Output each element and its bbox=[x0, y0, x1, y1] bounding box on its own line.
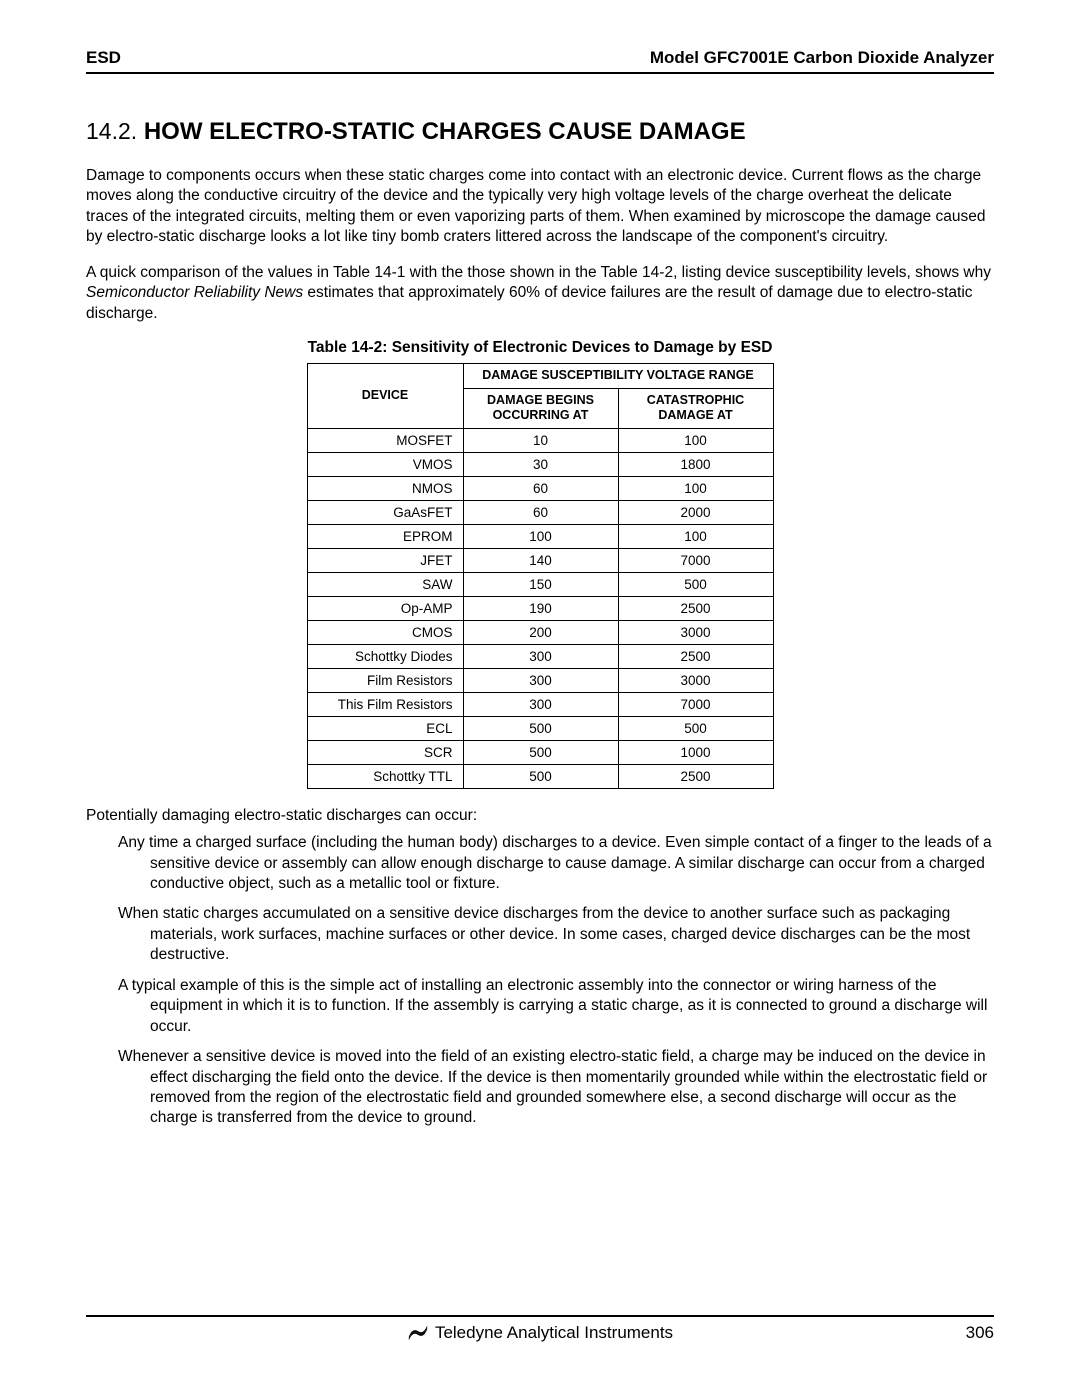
table-cell-catastrophic: 1000 bbox=[618, 741, 773, 765]
table-cell-catastrophic: 3000 bbox=[618, 621, 773, 645]
table-cell-catastrophic: 1800 bbox=[618, 453, 773, 477]
list-item-1: Any time a charged surface (including th… bbox=[86, 833, 994, 894]
footer-page-number: 306 bbox=[966, 1323, 994, 1343]
body-paragraph-1: Damage to components occurs when these s… bbox=[86, 166, 994, 248]
table-cell-device: CMOS bbox=[307, 621, 463, 645]
table-row: EPROM100100 bbox=[307, 525, 773, 549]
table-row: GaAsFET602000 bbox=[307, 501, 773, 525]
table-head: DEVICE DAMAGE SUSCEPTIBILITY VOLTAGE RAN… bbox=[307, 364, 773, 429]
table-cell-device: GaAsFET bbox=[307, 501, 463, 525]
table-cell-device: Schottky Diodes bbox=[307, 645, 463, 669]
table-row: VMOS301800 bbox=[307, 453, 773, 477]
table-cell-catastrophic: 7000 bbox=[618, 693, 773, 717]
table-cell-begins: 30 bbox=[463, 453, 618, 477]
table-cell-begins: 10 bbox=[463, 429, 618, 453]
table-cell-begins: 60 bbox=[463, 477, 618, 501]
table-row: JFET1407000 bbox=[307, 549, 773, 573]
table-cell-begins: 140 bbox=[463, 549, 618, 573]
table-cell-catastrophic: 500 bbox=[618, 573, 773, 597]
table-cell-begins: 300 bbox=[463, 669, 618, 693]
running-head: ESD Model GFC7001E Carbon Dioxide Analyz… bbox=[86, 48, 994, 74]
footer-company: Teledyne Analytical Instruments bbox=[435, 1323, 673, 1343]
table-body: MOSFET10100VMOS301800NMOS60100GaAsFET602… bbox=[307, 429, 773, 789]
table-row: SCR5001000 bbox=[307, 741, 773, 765]
table-header-range: DAMAGE SUSCEPTIBILITY VOLTAGE RANGE bbox=[463, 364, 773, 389]
table-row: CMOS2003000 bbox=[307, 621, 773, 645]
table-header-catastrophic: CATASTROPHIC DAMAGE AT bbox=[618, 388, 773, 428]
table-cell-begins: 150 bbox=[463, 573, 618, 597]
table-cell-device: Schottky TTL bbox=[307, 765, 463, 789]
table-cell-catastrophic: 2000 bbox=[618, 501, 773, 525]
teledyne-logo-icon bbox=[407, 1325, 429, 1341]
table-cell-device: NMOS bbox=[307, 477, 463, 501]
section-heading: 14.2. HOW ELECTRO-STATIC CHARGES CAUSE D… bbox=[86, 118, 994, 146]
list-item-2: When static charges accumulated on a sen… bbox=[86, 904, 994, 965]
table-cell-begins: 100 bbox=[463, 525, 618, 549]
table-cell-device: SAW bbox=[307, 573, 463, 597]
table-row: SAW150500 bbox=[307, 573, 773, 597]
table-cell-catastrophic: 500 bbox=[618, 717, 773, 741]
list-intro: Potentially damaging electro-static disc… bbox=[86, 807, 994, 825]
table-row: Schottky TTL5002500 bbox=[307, 765, 773, 789]
table-cell-begins: 60 bbox=[463, 501, 618, 525]
body-paragraph-2-pre: A quick comparison of the values in Tabl… bbox=[86, 264, 991, 281]
table-row: Film Resistors3003000 bbox=[307, 669, 773, 693]
body-paragraph-2: A quick comparison of the values in Tabl… bbox=[86, 263, 994, 324]
table-cell-catastrophic: 2500 bbox=[618, 597, 773, 621]
table-cell-device: This Film Resistors bbox=[307, 693, 463, 717]
table-cell-device: Op-AMP bbox=[307, 597, 463, 621]
table-cell-device: VMOS bbox=[307, 453, 463, 477]
list-item-3: A typical example of this is the simple … bbox=[86, 976, 994, 1037]
table-header-row-1: DEVICE DAMAGE SUSCEPTIBILITY VOLTAGE RAN… bbox=[307, 364, 773, 389]
footer-center: Teledyne Analytical Instruments bbox=[407, 1323, 673, 1343]
table-row: Op-AMP1902500 bbox=[307, 597, 773, 621]
table-cell-catastrophic: 7000 bbox=[618, 549, 773, 573]
table-row: ECL500500 bbox=[307, 717, 773, 741]
table-cell-catastrophic: 2500 bbox=[618, 645, 773, 669]
table-cell-begins: 500 bbox=[463, 765, 618, 789]
body-paragraph-2-em: Semiconductor Reliability News bbox=[86, 284, 303, 301]
running-head-right: Model GFC7001E Carbon Dioxide Analyzer bbox=[650, 48, 994, 68]
table-cell-begins: 300 bbox=[463, 645, 618, 669]
list-item-4: Whenever a sensitive device is moved int… bbox=[86, 1047, 994, 1129]
table-row: NMOS60100 bbox=[307, 477, 773, 501]
table-row: Schottky Diodes3002500 bbox=[307, 645, 773, 669]
table-cell-begins: 300 bbox=[463, 693, 618, 717]
table-cell-begins: 190 bbox=[463, 597, 618, 621]
table-cell-device: ECL bbox=[307, 717, 463, 741]
section-number: 14.2. bbox=[86, 118, 137, 144]
running-head-left: ESD bbox=[86, 48, 121, 68]
table-cell-device: JFET bbox=[307, 549, 463, 573]
table-cell-begins: 500 bbox=[463, 741, 618, 765]
table-header-device: DEVICE bbox=[307, 364, 463, 429]
table-cell-device: Film Resistors bbox=[307, 669, 463, 693]
table-cell-catastrophic: 3000 bbox=[618, 669, 773, 693]
table-cell-device: MOSFET bbox=[307, 429, 463, 453]
table-cell-begins: 200 bbox=[463, 621, 618, 645]
table-caption: Table 14-2: Sensitivity of Electronic De… bbox=[86, 339, 994, 357]
table-cell-catastrophic: 100 bbox=[618, 429, 773, 453]
table-cell-device: SCR bbox=[307, 741, 463, 765]
table-header-begins: DAMAGE BEGINS OCCURRING AT bbox=[463, 388, 618, 428]
table-cell-begins: 500 bbox=[463, 717, 618, 741]
table-cell-catastrophic: 2500 bbox=[618, 765, 773, 789]
table-row: This Film Resistors3007000 bbox=[307, 693, 773, 717]
esd-sensitivity-table: DEVICE DAMAGE SUSCEPTIBILITY VOLTAGE RAN… bbox=[307, 363, 774, 789]
page-footer: Teledyne Analytical Instruments 306 bbox=[86, 1315, 994, 1343]
table-row: MOSFET10100 bbox=[307, 429, 773, 453]
table-cell-catastrophic: 100 bbox=[618, 477, 773, 501]
table-cell-catastrophic: 100 bbox=[618, 525, 773, 549]
section-title: HOW ELECTRO-STATIC CHARGES CAUSE DAMAGE bbox=[144, 118, 746, 145]
table-cell-device: EPROM bbox=[307, 525, 463, 549]
